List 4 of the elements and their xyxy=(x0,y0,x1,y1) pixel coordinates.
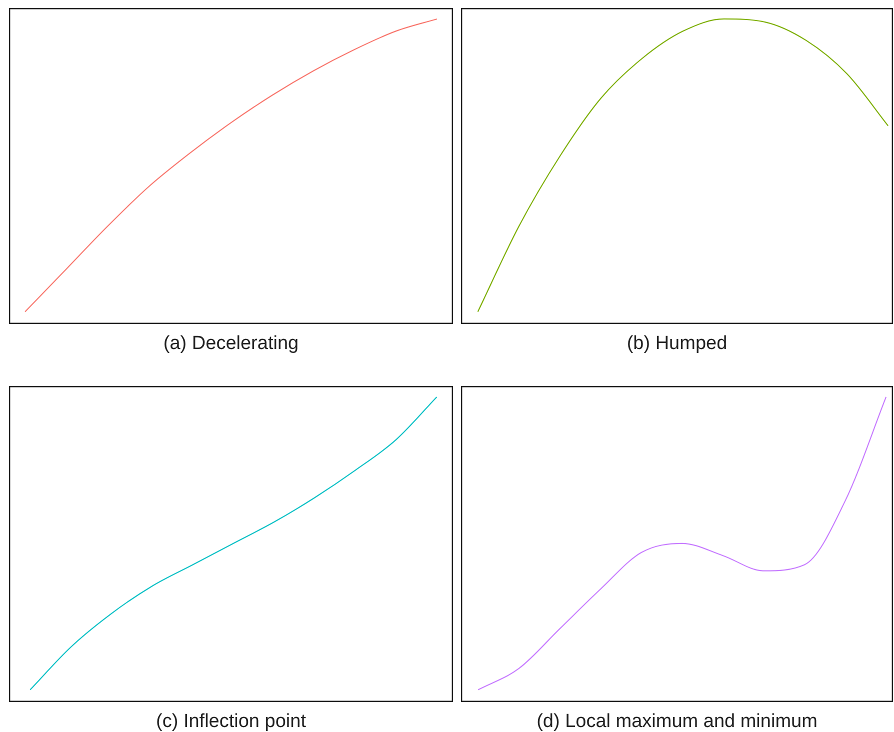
text: (c) Inflection point xyxy=(155,711,307,732)
text: (a) Decelerating xyxy=(162,333,300,355)
text: (d) Local maximum and minimum xyxy=(536,711,818,732)
text: (b) Humped xyxy=(626,333,728,355)
